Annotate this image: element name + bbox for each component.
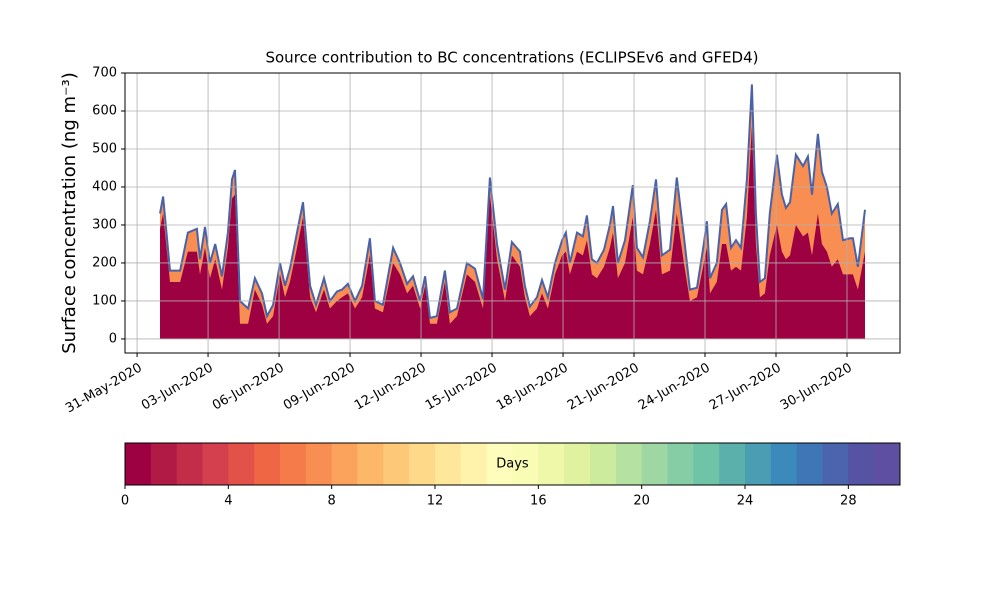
colorbar-cell [538,443,565,485]
colorbar-cell [745,443,772,485]
colorbar-cell [435,443,462,485]
colorbar-tick-label: 16 [530,494,547,509]
colorbar-cell [564,443,591,485]
y-tick-label: 600 [92,103,117,118]
y-tick-label: 500 [92,141,117,156]
y-tick-label: 400 [92,179,117,194]
colorbar-cell [331,443,358,485]
x-tick-label: 03-Jun-2020 [139,361,216,414]
colorbar-cell [383,443,410,485]
colorbar-cell [615,443,643,485]
colorbar-cell [590,443,617,485]
plot-frame [124,72,901,354]
colorbar-cell [512,443,539,485]
colorbar-cell [641,443,668,485]
colorbar-tick-label: 20 [633,494,650,509]
colorbar-cell [822,443,849,485]
x-tick-label: 12-Jun-2020 [352,361,429,414]
colorbar-cell [202,443,229,485]
colorbar-cell [460,443,488,485]
chart-title: Source contribution to BC concentrations… [265,49,758,67]
area [160,126,865,339]
colorbar-cell [719,443,746,485]
colorbar-cell [409,443,436,485]
colorbar-tick-label: 8 [328,494,336,509]
colorbar-tick-label: 24 [737,494,754,509]
x-tick-label: 27-Jun-2020 [707,361,784,414]
total-line [159,84,866,320]
colorbar-tick-label: 28 [840,494,857,509]
colorbar-cell [874,443,901,485]
colorbar-cell [667,443,694,485]
x-tick-label: 24-Jun-2020 [636,361,713,414]
y-tick-label: 200 [92,255,117,270]
colorbar-cell [848,443,875,485]
y-tick-label: 700 [92,66,117,81]
x-tick-label: 09-Jun-2020 [281,361,358,414]
colorbar-cell [796,443,823,485]
x-tick-label: 21-Jun-2020 [565,361,642,414]
colorbar-cell [254,443,281,485]
y-tick-label: 100 [92,293,117,308]
plot-area: 0 100 200 300 400 500 600 700 31-May-202003-Jun-… [63,66,900,417]
y-axis-label: Surface concentration (ng m⁻³) [59,72,80,354]
colorbar: Days 0 4 8 12 16 20 24 28 [121,443,901,509]
x-tick-label: 30-Jun-2020 [778,361,855,414]
x-tick-label: 31-May-2020 [63,361,145,417]
colorbar-cell [280,443,307,485]
colorbar-frame [124,442,901,486]
x-tick-label: 06-Jun-2020 [210,361,287,414]
colorbar-tick-label: 12 [427,494,444,509]
colorbar-cell [150,443,178,485]
colorbar-tick-label: 4 [224,494,232,509]
colorbar-cell [693,443,720,485]
colorbar-cell [305,443,333,485]
x-tick-label: 18-Jun-2020 [494,361,571,414]
colorbar-cell [125,443,152,485]
colorbar-cell [770,443,798,485]
x-tick-label: 15-Jun-2020 [423,361,500,414]
colorbar-cell [176,443,203,485]
y-tick-label: 0 [109,331,117,346]
colorbar-cell [486,443,513,485]
colorbar-cell [228,443,255,485]
y-tick-label: 300 [92,217,117,232]
colorbar-tick-label: 0 [121,494,129,509]
colorbar-label: Days [496,457,529,472]
colorbar-cell [357,443,384,485]
